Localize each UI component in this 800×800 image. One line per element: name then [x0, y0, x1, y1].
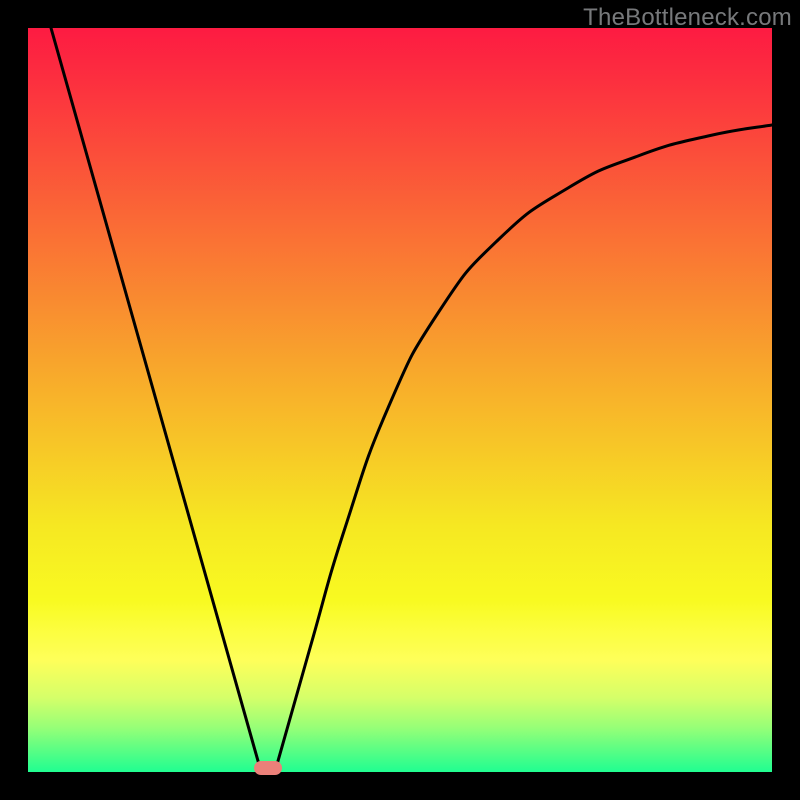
minimum-marker [254, 761, 282, 775]
bottleneck-curve [28, 28, 772, 772]
watermark-text: TheBottleneck.com [583, 4, 792, 32]
canvas: TheBottleneck.com [0, 0, 800, 800]
plot-area [28, 28, 772, 772]
